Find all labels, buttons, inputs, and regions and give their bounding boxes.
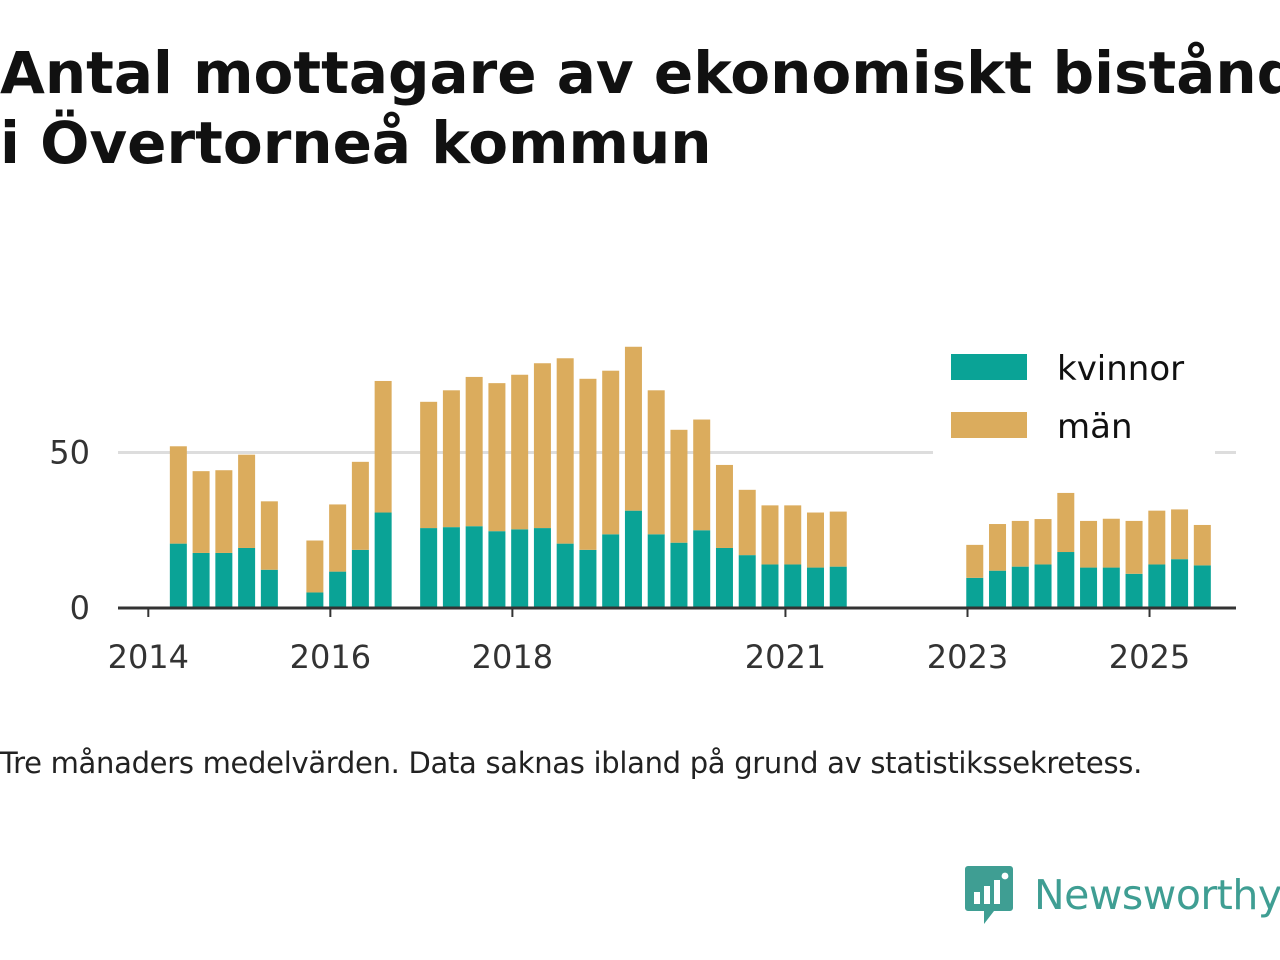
bar-man: [420, 401, 438, 529]
bar-man: [806, 512, 824, 568]
bar-kvinnor: [784, 564, 802, 608]
x-tick-label: 2014: [108, 638, 189, 676]
brand-name: Newsworthy: [1034, 871, 1280, 919]
bar-kvinnor: [647, 534, 665, 608]
chart-caption: Tre månaders medelvärden. Data saknas ib…: [0, 746, 1142, 780]
bar-kvinnor: [465, 526, 483, 608]
x-tick-label: 2021: [745, 638, 826, 676]
bar-kvinnor: [624, 510, 642, 608]
bar-kvinnor: [693, 530, 711, 608]
bar-man: [374, 380, 392, 513]
bar-kvinnor: [169, 543, 187, 608]
bar-man: [238, 454, 256, 548]
bar-man: [488, 383, 506, 532]
bar-man: [1193, 524, 1211, 566]
bar-kvinnor: [511, 529, 529, 608]
bar-kvinnor: [1193, 565, 1211, 608]
bar-man: [533, 363, 551, 529]
bar-kvinnor: [1102, 567, 1120, 608]
bar-kvinnor: [556, 543, 574, 608]
bar-man: [511, 374, 529, 530]
legend-label: kvinnor: [1057, 349, 1184, 389]
bar-man: [829, 511, 847, 567]
bar-man: [693, 419, 711, 531]
bar-kvinnor: [829, 566, 847, 608]
bar-kvinnor: [602, 534, 620, 608]
x-tick-label: 2023: [927, 638, 1008, 676]
bar-kvinnor: [738, 555, 756, 608]
bar-kvinnor: [715, 547, 733, 608]
legend-swatch-1: [951, 412, 1027, 438]
bar-man: [1011, 520, 1029, 567]
bar-man: [1148, 510, 1166, 565]
chart-title-line-1: Antal mottagare av ekonomiskt bistånd: [0, 39, 1280, 107]
bar-kvinnor: [420, 528, 438, 608]
bar-man: [329, 504, 347, 572]
bar-man: [966, 544, 984, 578]
bar-kvinnor: [1125, 573, 1143, 608]
bar-kvinnor: [1034, 564, 1052, 608]
chart-title-line-2: i Övertorneå kommun: [0, 109, 712, 177]
bar-chart: 0 50 2014 2016 2018 2021 2023 2025 kvinnor män: [49, 335, 1236, 676]
bar-kvinnor: [329, 571, 347, 608]
bar-man: [1080, 520, 1098, 568]
newsworthy-logo-icon: [965, 866, 1013, 924]
bar-man: [715, 464, 733, 548]
bar-kvinnor: [306, 592, 324, 608]
bar-man: [784, 505, 802, 565]
bar-kvinnor: [351, 549, 369, 608]
bar-kvinnor: [761, 564, 779, 608]
bar-kvinnor: [579, 549, 597, 608]
bar-man: [556, 358, 574, 544]
bar-kvinnor: [1080, 567, 1098, 608]
bar-kvinnor: [215, 552, 233, 608]
bar-kvinnor: [442, 527, 460, 608]
bar-man: [1034, 519, 1052, 565]
bar-kvinnor: [192, 552, 210, 608]
legend-label: män: [1057, 407, 1133, 447]
bar-man: [306, 540, 324, 593]
bar-kvinnor: [488, 531, 506, 608]
bar-kvinnor: [966, 577, 984, 608]
bar-man: [1102, 518, 1120, 568]
bar-man: [465, 376, 483, 527]
bar-kvinnor: [1057, 552, 1075, 608]
bar-kvinnor: [1148, 564, 1166, 608]
bar-kvinnor: [533, 528, 551, 608]
bar-kvinnor: [1011, 566, 1029, 608]
bar-man: [761, 505, 779, 565]
bar-kvinnor: [806, 567, 824, 608]
bar-kvinnor: [989, 570, 1007, 608]
bar-man: [602, 370, 620, 535]
bar-man: [215, 470, 233, 553]
brand-logo[interactable]: Newsworthy: [964, 864, 1280, 926]
bar-man: [624, 346, 642, 511]
x-tick-label: 2025: [1109, 638, 1190, 676]
bar-kvinnor: [670, 542, 688, 608]
y-tick-label: 50: [49, 434, 90, 472]
bar-man: [192, 471, 210, 553]
bar-kvinnor: [238, 547, 256, 608]
bar-man: [169, 446, 187, 544]
chart-title: Antal mottagare av ekonomiskt bistånd i …: [0, 38, 1280, 178]
bar-man: [1057, 492, 1075, 553]
bar-man: [579, 378, 597, 550]
bar-man: [1125, 520, 1143, 574]
x-tick-label: 2016: [290, 638, 371, 676]
bar-man: [351, 461, 369, 550]
bar-kvinnor: [1171, 559, 1189, 608]
bar-man: [260, 501, 278, 570]
bar-man: [989, 524, 1007, 571]
bar-man: [738, 489, 756, 556]
legend-swatch-0: [951, 354, 1027, 380]
x-tick-label: 2018: [472, 638, 553, 676]
bar-man: [442, 390, 460, 528]
bar-kvinnor: [260, 569, 278, 608]
bar-man: [1171, 509, 1189, 560]
bar-man: [647, 390, 665, 535]
bar-man: [670, 429, 688, 543]
y-tick-label: 0: [70, 589, 90, 627]
bar-kvinnor: [374, 512, 392, 608]
